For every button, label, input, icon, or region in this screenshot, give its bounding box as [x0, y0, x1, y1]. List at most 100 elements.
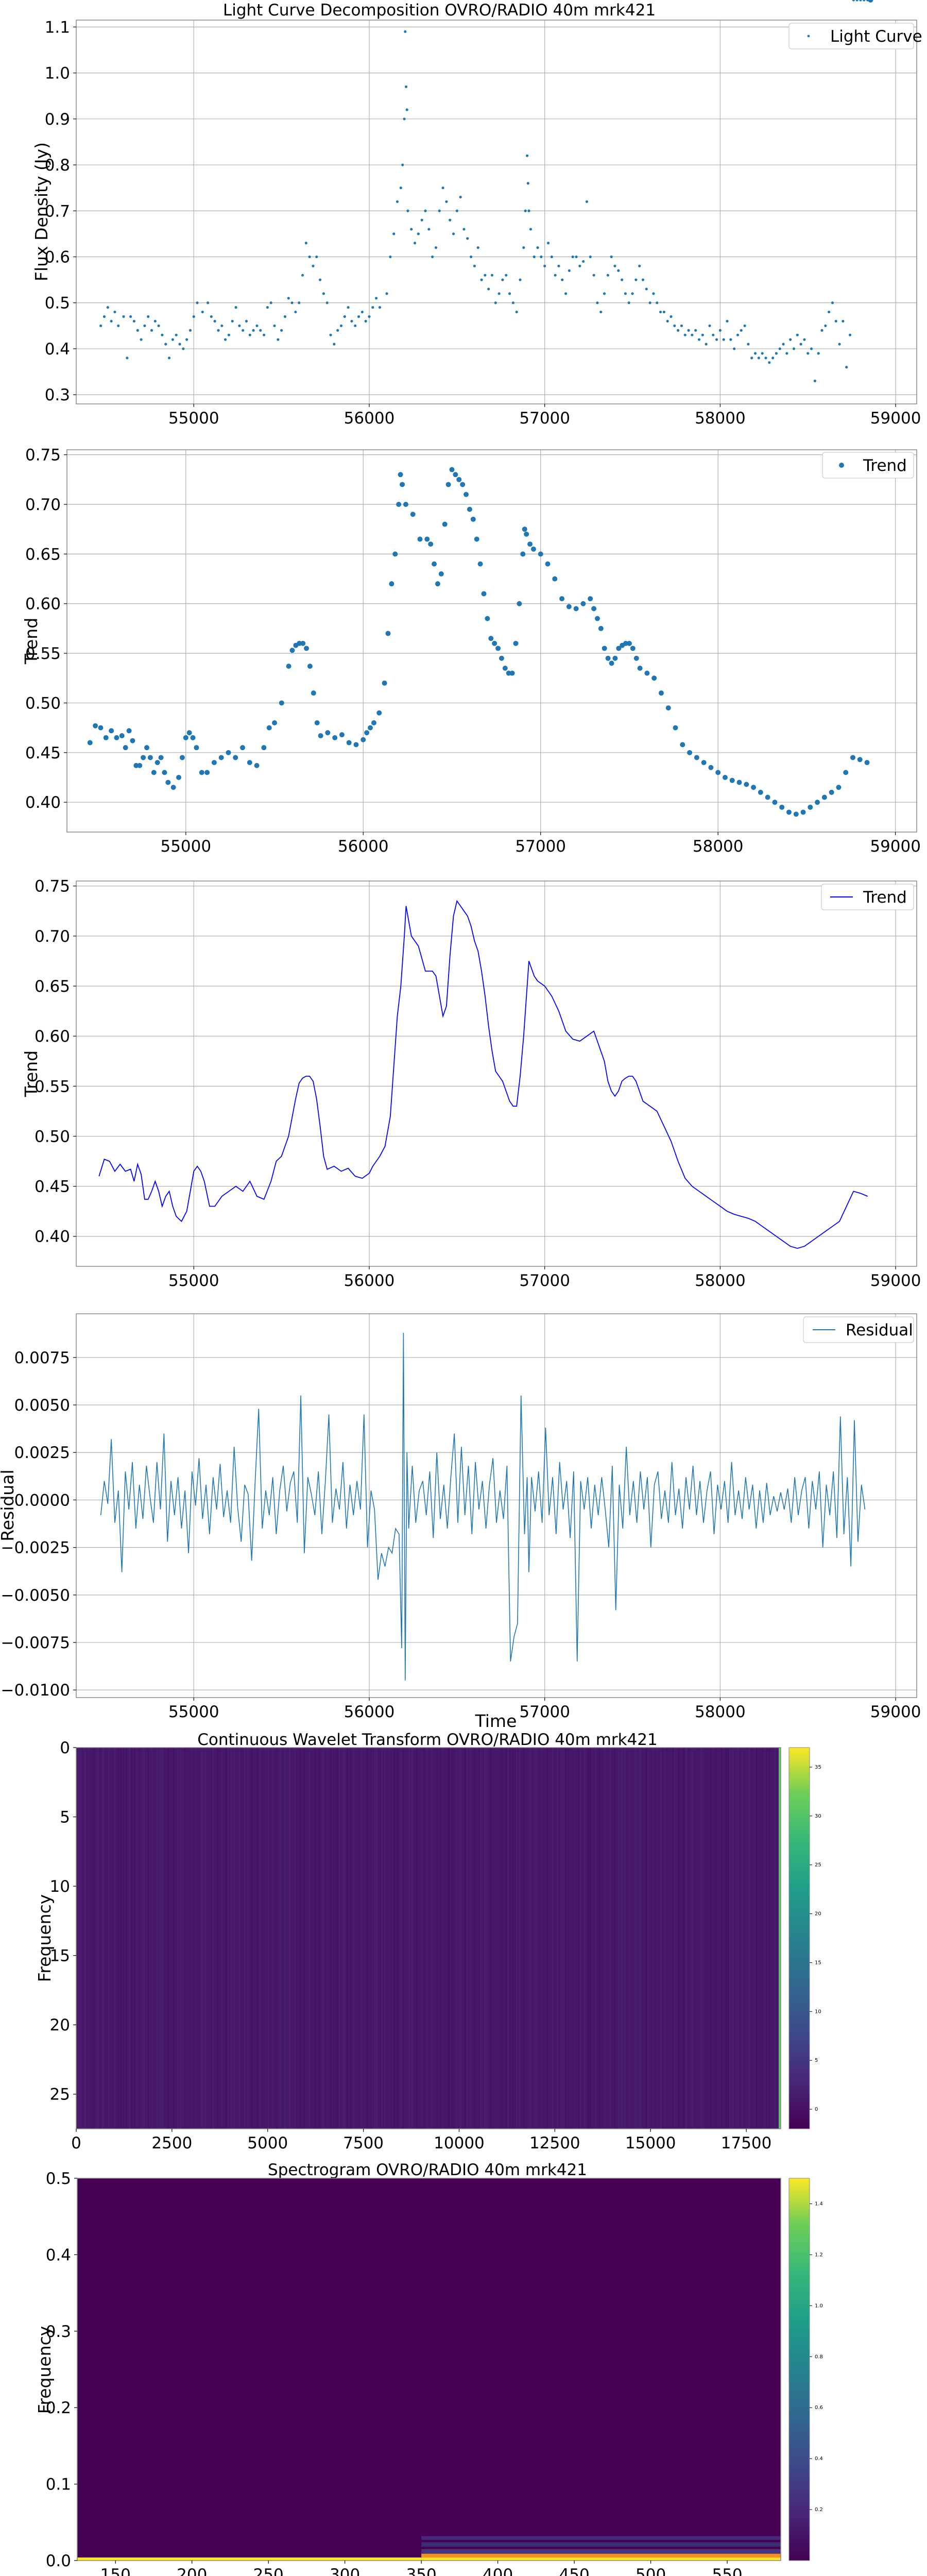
y-tick-label: 0.65: [25, 545, 61, 564]
data-point: [262, 333, 266, 336]
heatmap-column: [707, 1748, 708, 2129]
residual-legend: Residual: [803, 1316, 914, 1343]
data-point: [571, 255, 574, 259]
data-point: [398, 472, 403, 478]
heatmap-column: [346, 1748, 348, 2129]
data-point: [396, 502, 402, 507]
data-point: [360, 737, 366, 742]
heatmap-column: [397, 1748, 399, 2129]
heatmap-column: [331, 1748, 332, 2129]
heatmap-column: [584, 1748, 586, 2129]
data-point: [357, 315, 360, 318]
data-point: [726, 319, 729, 323]
data-point: [106, 306, 109, 309]
data-point: [460, 482, 466, 487]
data-point: [751, 785, 757, 790]
heatmap-column: [726, 1748, 727, 2129]
heatmap-column: [102, 1748, 104, 2129]
colorbar-tick-label: 5: [815, 2058, 818, 2063]
data-point: [277, 338, 280, 341]
heatmap-column: [185, 1748, 186, 2129]
heatmap-column: [272, 1748, 273, 2129]
data-point: [775, 352, 778, 355]
data-point: [782, 343, 785, 346]
data-point: [204, 770, 210, 775]
data-point: [665, 705, 671, 711]
data-point: [658, 690, 664, 696]
heatmap-column: [478, 1748, 480, 2129]
colorbar-tick-label: 1.4: [815, 2201, 823, 2207]
data-point: [813, 379, 816, 382]
data-point: [750, 357, 753, 360]
cwt-colorbar-scale: [788, 1747, 810, 2129]
data-point: [617, 269, 620, 272]
x-tick-label: 250: [253, 2566, 284, 2576]
data-point: [176, 775, 182, 780]
data-point: [540, 255, 543, 259]
data-point: [220, 324, 224, 327]
data-point: [318, 278, 322, 281]
data-point: [659, 310, 662, 314]
heatmap-column: [519, 1748, 520, 2129]
data-point: [513, 640, 519, 646]
data-point: [453, 472, 458, 478]
heatmap-column: [201, 1748, 203, 2129]
heatmap-column: [759, 1748, 761, 2129]
data-point: [449, 467, 455, 472]
data-point: [793, 811, 799, 817]
data-point: [564, 292, 568, 295]
data-point: [606, 274, 609, 277]
data-point: [485, 616, 490, 621]
data-point: [477, 561, 483, 567]
x-tick-label: 58000: [693, 837, 744, 856]
data-point: [509, 670, 515, 676]
y-tick-label: 0.50: [35, 1127, 70, 1146]
heatmap-column: [641, 1748, 642, 2129]
heatmap-column: [732, 1748, 734, 2129]
spectrogram-ylabel: Frequency: [35, 2326, 55, 2414]
y-tick-label: 0.70: [25, 496, 61, 514]
heatmap-column: [692, 1748, 693, 2129]
data-point: [527, 541, 533, 547]
y-tick-label: 0.6: [45, 248, 70, 266]
data-point: [644, 670, 650, 676]
data-point: [382, 680, 387, 686]
data-point: [850, 755, 855, 760]
data-point: [435, 581, 440, 587]
data-point: [680, 742, 685, 748]
data-point: [557, 264, 560, 267]
data-point: [501, 278, 504, 281]
data-point: [559, 596, 565, 602]
data-point: [609, 660, 614, 666]
y-tick-label: 0.7: [45, 202, 70, 221]
data-point: [403, 502, 408, 507]
data-point: [527, 209, 530, 212]
y-tick-label: 0.55: [35, 1077, 70, 1096]
data-point: [147, 755, 153, 760]
data-point: [484, 274, 487, 277]
trend-line-legend: Trend: [821, 884, 914, 910]
spectrogram-colorbar-scale: [788, 2178, 810, 2561]
heatmap-column: [761, 1748, 763, 2129]
data-point: [400, 482, 405, 487]
data-point: [242, 329, 245, 332]
heatmap-column: [746, 1748, 747, 2129]
data-point: [102, 315, 106, 318]
x-tick-label: 350: [406, 2566, 437, 2576]
cwt-xticks: 0 2500 5000 7500 10000 12500 15000 17500: [71, 2129, 771, 2153]
data-point: [673, 324, 676, 327]
heatmap-column: [509, 1748, 510, 2129]
data-point: [761, 352, 764, 355]
data-point: [588, 596, 593, 602]
heatmap-column: [727, 1748, 729, 2129]
data-point: [820, 329, 823, 332]
lightcurve-points: [99, 0, 873, 382]
heatmap-column: [128, 1748, 130, 2129]
heatmap-column: [678, 1748, 679, 2129]
spectrogram-xlabel: Time: [407, 2573, 450, 2576]
data-point: [536, 246, 539, 249]
spectrogram-band: [421, 2557, 781, 2561]
x-tick-label: 400: [483, 2566, 513, 2576]
x-tick-label: 59000: [870, 1703, 921, 1721]
